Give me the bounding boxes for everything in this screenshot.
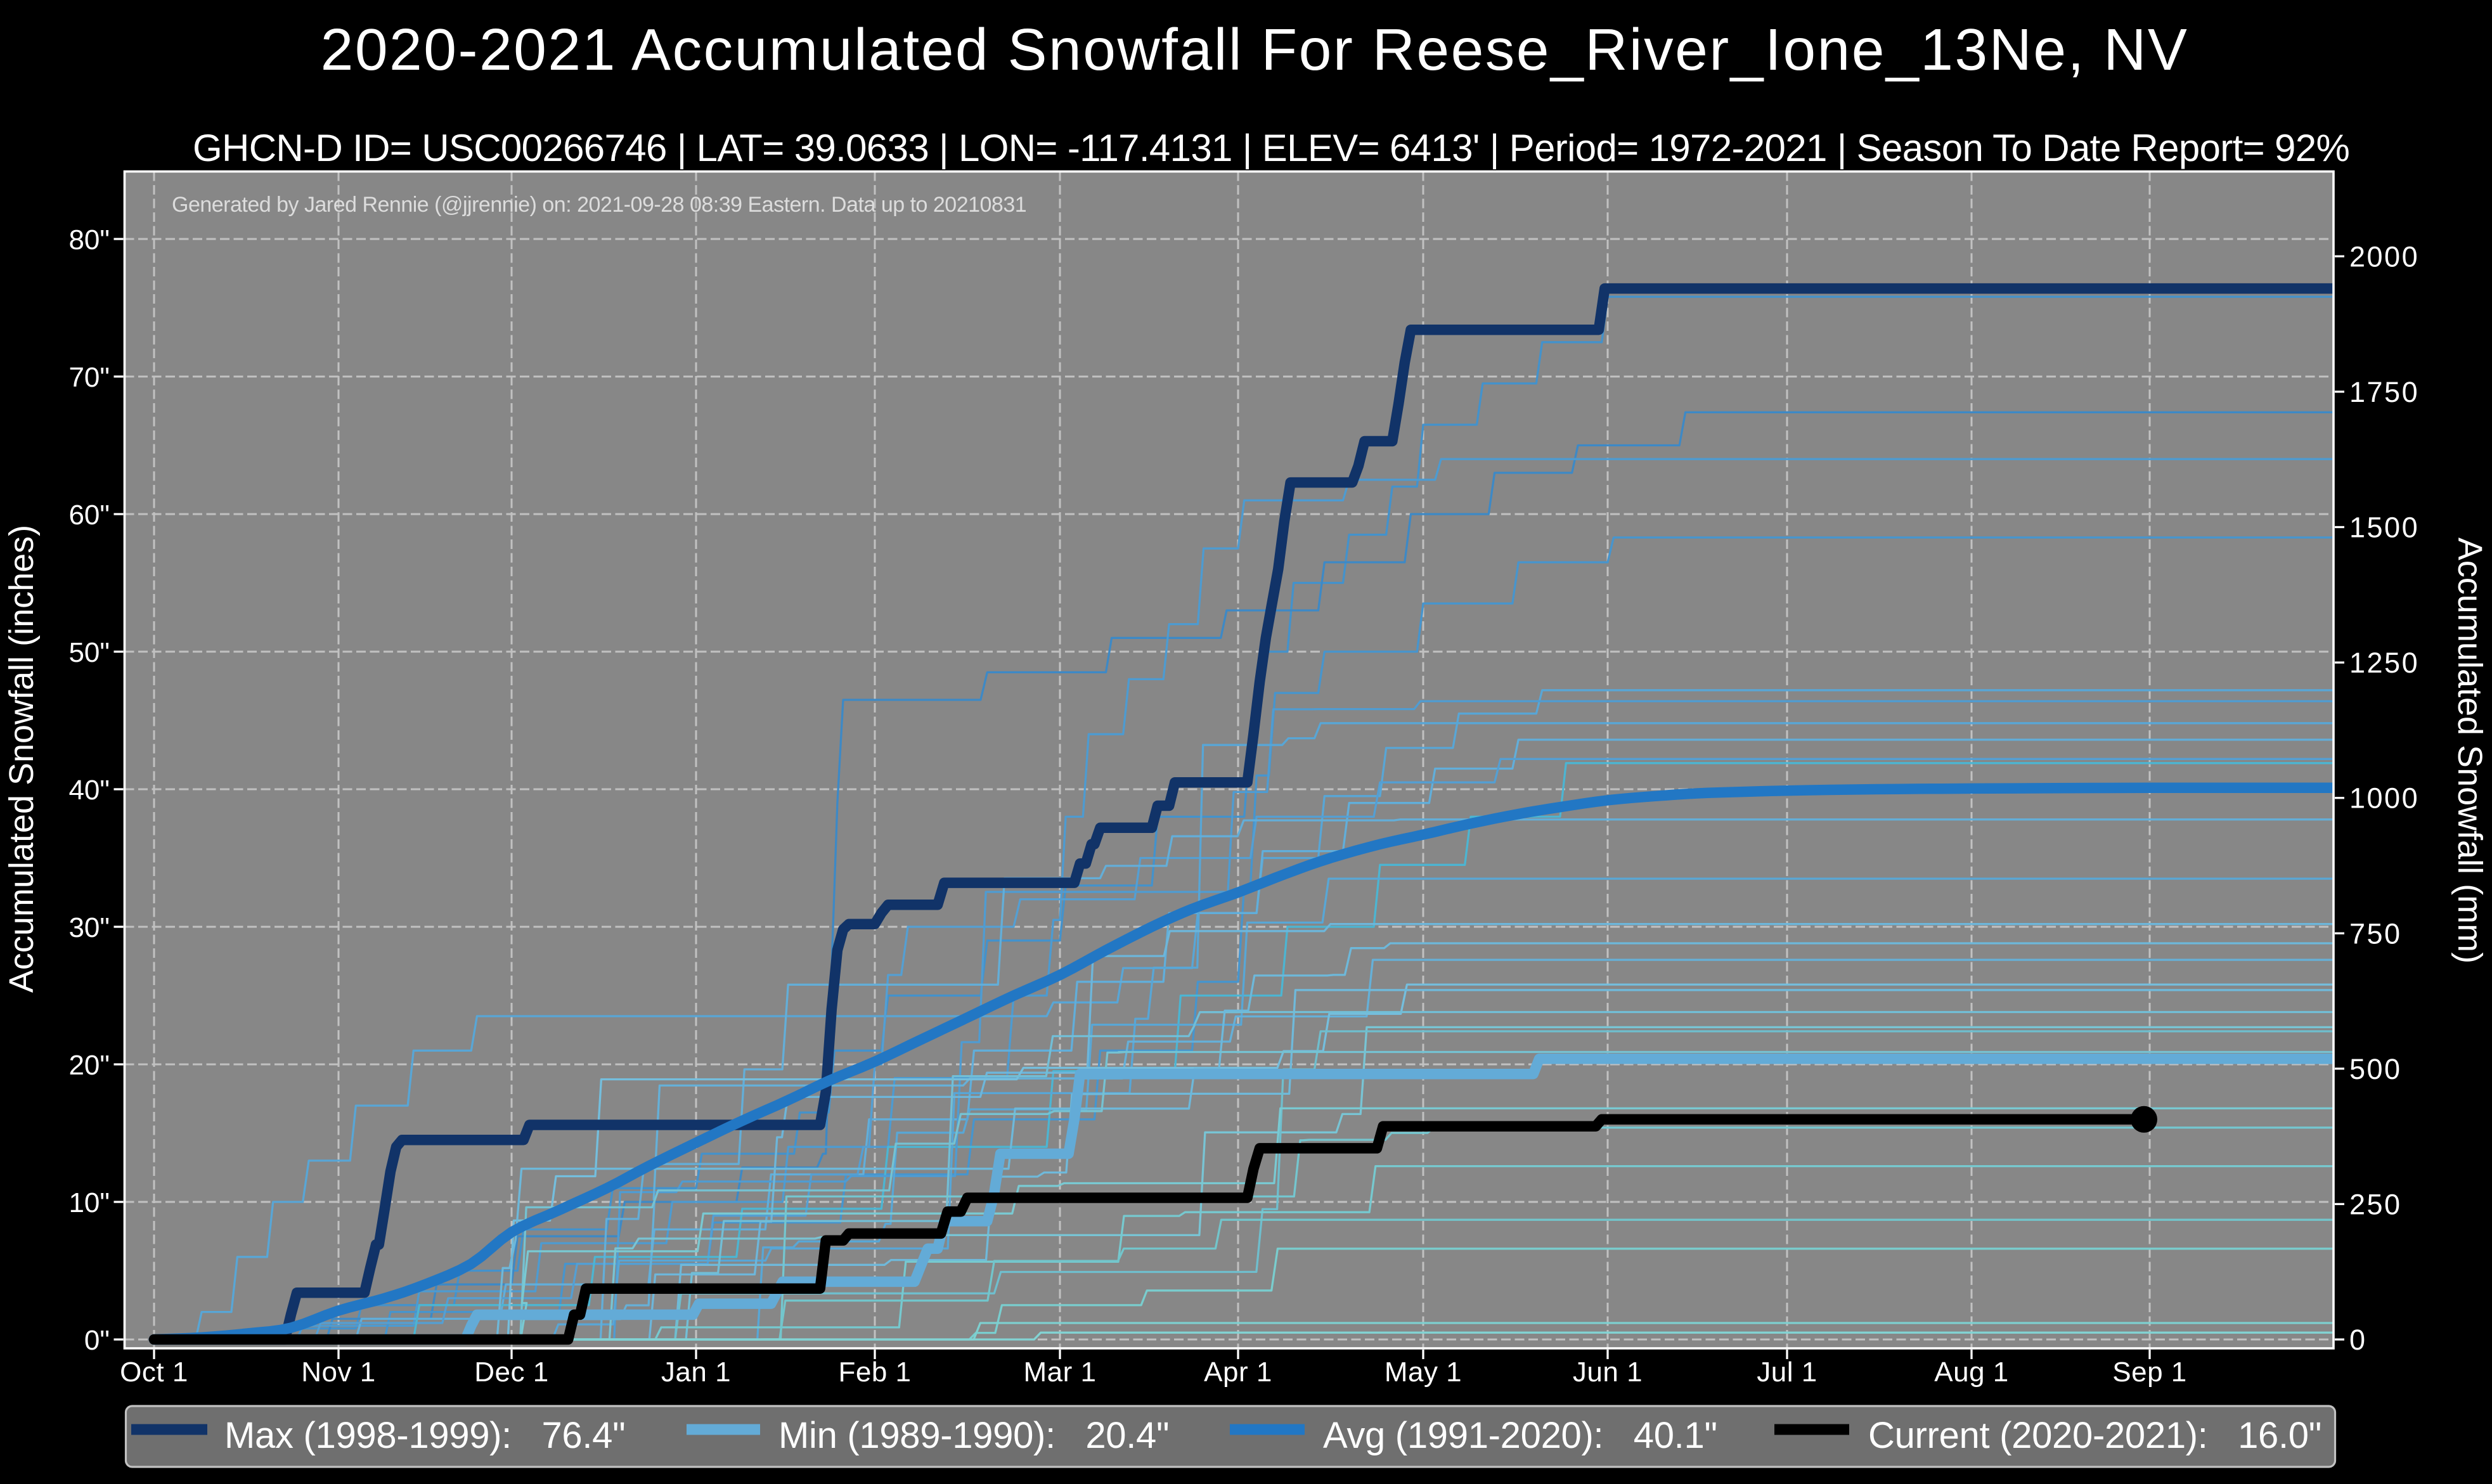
svg-text:60": 60" xyxy=(68,500,110,531)
svg-text:1500: 1500 xyxy=(2349,512,2419,544)
svg-text:10": 10" xyxy=(68,1187,110,1218)
svg-text:20": 20" xyxy=(68,1050,110,1081)
svg-text:30": 30" xyxy=(68,912,110,943)
svg-text:Aug 1: Aug 1 xyxy=(1934,1357,2008,1388)
svg-text:Mar 1: Mar 1 xyxy=(1024,1357,1097,1388)
svg-text:1000: 1000 xyxy=(2349,782,2419,815)
svg-text:Sep 1: Sep 1 xyxy=(2112,1357,2186,1388)
svg-text:Accumulated Snowfall (mm): Accumulated Snowfall (mm) xyxy=(2451,538,2489,964)
svg-text:Feb 1: Feb 1 xyxy=(838,1357,911,1388)
svg-text:70": 70" xyxy=(68,362,110,393)
svg-text:Avg (1991-2020): 40.1": Avg (1991-2020): 40.1" xyxy=(1323,1415,1717,1456)
svg-text:Accumulated Snowfall (inches): Accumulated Snowfall (inches) xyxy=(3,525,41,993)
svg-text:40": 40" xyxy=(68,775,110,806)
svg-text:0: 0 xyxy=(2349,1324,2367,1356)
svg-text:Jun 1: Jun 1 xyxy=(1573,1357,1643,1388)
svg-text:2000: 2000 xyxy=(2349,240,2419,273)
svg-text:Nov 1: Nov 1 xyxy=(301,1357,375,1388)
svg-text:Min (1989-1990): 20.4": Min (1989-1990): 20.4" xyxy=(778,1415,1169,1456)
svg-text:Max (1998-1999): 76.4": Max (1998-1999): 76.4" xyxy=(224,1415,625,1456)
svg-text:2020-2021 Accumulated Snowfall: 2020-2021 Accumulated Snowfall For Reese… xyxy=(321,16,2189,82)
svg-text:May 1: May 1 xyxy=(1385,1357,1462,1388)
svg-text:80": 80" xyxy=(68,224,110,255)
svg-text:500: 500 xyxy=(2349,1053,2402,1085)
svg-text:Oct 1: Oct 1 xyxy=(120,1357,188,1388)
svg-text:Dec 1: Dec 1 xyxy=(474,1357,548,1388)
svg-text:1750: 1750 xyxy=(2349,376,2419,408)
svg-text:1250: 1250 xyxy=(2349,647,2419,679)
svg-text:GHCN-D ID= USC00266746 | LAT=: GHCN-D ID= USC00266746 | LAT= 39.0633 | … xyxy=(193,127,2349,169)
svg-text:Current (2020-2021): 16.0": Current (2020-2021): 16.0" xyxy=(1868,1415,2321,1456)
svg-text:Generated by Jared Rennie (@jj: Generated by Jared Rennie (@jjrennie) on… xyxy=(172,193,1026,217)
svg-text:50": 50" xyxy=(68,637,110,668)
svg-text:Jul 1: Jul 1 xyxy=(1757,1357,1817,1388)
svg-text:250: 250 xyxy=(2349,1188,2402,1220)
svg-text:Jan 1: Jan 1 xyxy=(661,1357,731,1388)
svg-text:750: 750 xyxy=(2349,917,2402,950)
svg-text:Apr 1: Apr 1 xyxy=(1204,1357,1272,1388)
svg-text:0": 0" xyxy=(84,1325,110,1356)
